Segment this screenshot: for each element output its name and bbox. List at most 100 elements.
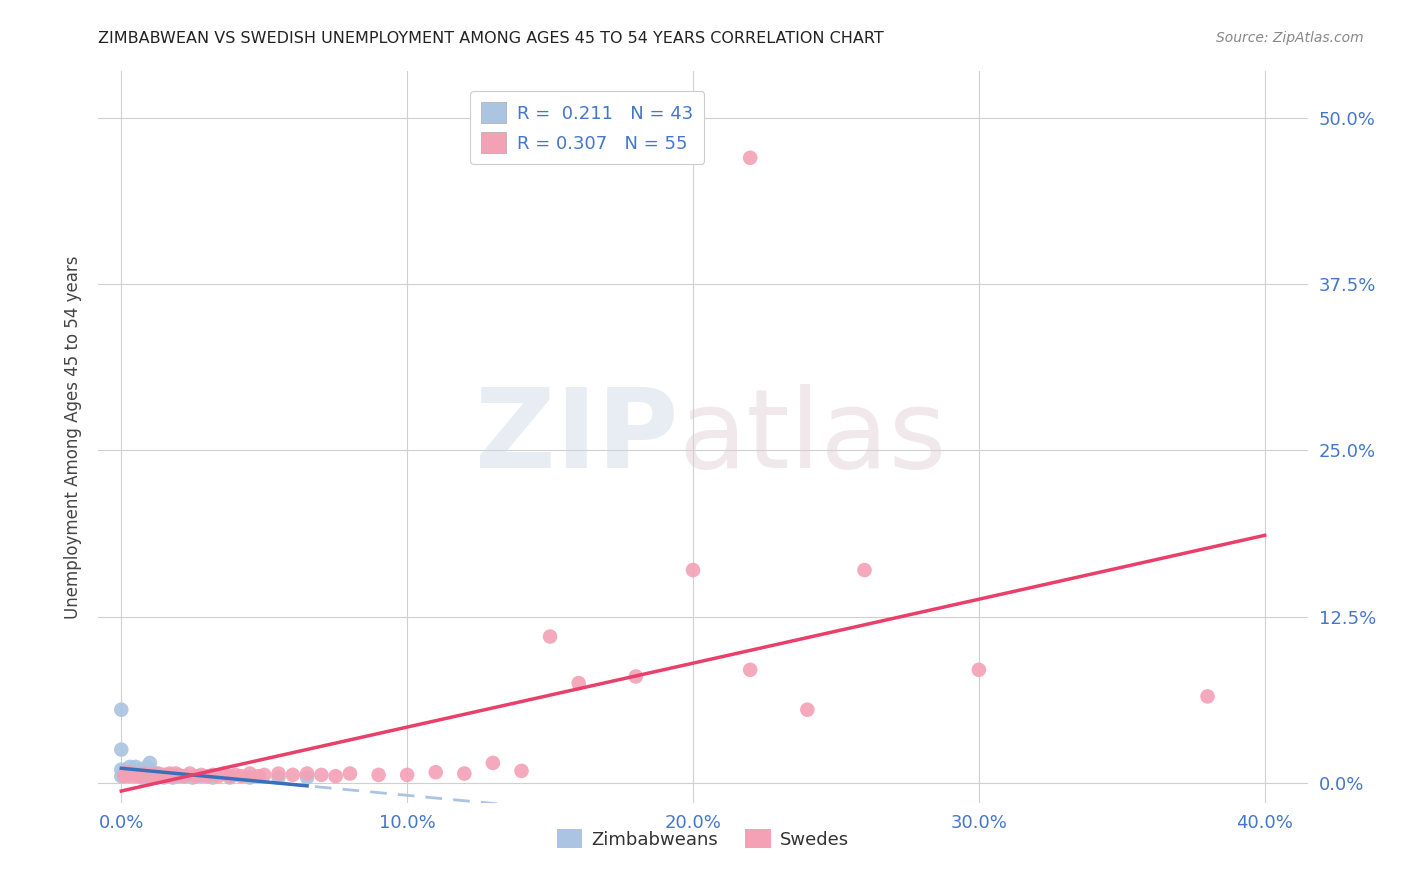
- Point: [425, 765, 447, 780]
- Point: [129, 771, 152, 785]
- Point: [181, 771, 204, 785]
- Point: [367, 768, 389, 782]
- Point: [325, 769, 347, 783]
- Text: atlas: atlas: [679, 384, 948, 491]
- Point: [139, 768, 162, 782]
- Point: [124, 769, 146, 783]
- Point: [740, 151, 762, 165]
- Point: [134, 769, 156, 783]
- Point: [159, 766, 181, 780]
- Legend: Zimbabweans, Swedes: Zimbabweans, Swedes: [550, 822, 856, 856]
- Point: [142, 769, 165, 783]
- Point: [139, 765, 162, 780]
- Point: [121, 766, 143, 780]
- Point: [136, 760, 159, 774]
- Point: [129, 763, 152, 777]
- Point: [682, 563, 704, 577]
- Point: [225, 768, 247, 782]
- Point: [136, 768, 159, 782]
- Point: [115, 765, 138, 780]
- Point: [112, 769, 135, 783]
- Point: [159, 769, 181, 783]
- Point: [538, 630, 561, 644]
- Point: [253, 768, 276, 782]
- Text: Source: ZipAtlas.com: Source: ZipAtlas.com: [1216, 31, 1364, 45]
- Point: [142, 768, 165, 782]
- Point: [153, 771, 176, 785]
- Point: [201, 768, 224, 782]
- Point: [1197, 690, 1219, 704]
- Text: ZIMBABWEAN VS SWEDISH UNEMPLOYMENT AMONG AGES 45 TO 54 YEARS CORRELATION CHART: ZIMBABWEAN VS SWEDISH UNEMPLOYMENT AMONG…: [98, 31, 884, 46]
- Point: [124, 760, 146, 774]
- Point: [162, 769, 184, 783]
- Point: [136, 768, 159, 782]
- Point: [118, 769, 141, 783]
- Point: [482, 756, 505, 770]
- Point: [139, 769, 162, 783]
- Point: [281, 768, 304, 782]
- Point: [145, 771, 167, 785]
- Point: [184, 769, 207, 783]
- Point: [295, 766, 318, 780]
- Point: [110, 703, 132, 717]
- Point: [153, 768, 176, 782]
- Point: [173, 769, 195, 783]
- Point: [124, 766, 146, 780]
- Point: [139, 771, 162, 785]
- Point: [231, 769, 253, 783]
- Point: [134, 766, 156, 780]
- Point: [150, 769, 173, 783]
- Point: [396, 768, 419, 782]
- Point: [173, 769, 195, 783]
- Point: [136, 765, 159, 780]
- Point: [156, 769, 179, 783]
- Point: [139, 763, 162, 777]
- Point: [796, 703, 818, 717]
- Point: [967, 663, 990, 677]
- Point: [219, 771, 242, 785]
- Point: [110, 769, 132, 783]
- Point: [239, 766, 262, 780]
- Point: [145, 769, 167, 783]
- Point: [207, 769, 229, 783]
- Point: [150, 769, 173, 783]
- Point: [162, 771, 184, 785]
- Point: [453, 766, 475, 780]
- Point: [145, 766, 167, 780]
- Point: [167, 769, 190, 783]
- Point: [853, 563, 876, 577]
- Point: [190, 768, 212, 782]
- Point: [127, 768, 149, 782]
- Point: [136, 771, 159, 785]
- Point: [156, 768, 179, 782]
- Text: ZIP: ZIP: [475, 384, 679, 491]
- Point: [118, 760, 141, 774]
- Point: [219, 769, 242, 783]
- Point: [267, 766, 290, 780]
- Point: [121, 765, 143, 780]
- Point: [115, 765, 138, 780]
- Y-axis label: Unemployment Among Ages 45 to 54 years: Unemployment Among Ages 45 to 54 years: [65, 255, 83, 619]
- Point: [165, 768, 187, 782]
- Point: [740, 663, 762, 677]
- Point: [127, 768, 149, 782]
- Point: [129, 766, 152, 780]
- Point: [148, 769, 170, 783]
- Point: [212, 766, 235, 780]
- Point: [295, 771, 318, 785]
- Point: [510, 764, 533, 778]
- Point: [110, 742, 132, 756]
- Point: [148, 766, 170, 780]
- Point: [110, 763, 132, 777]
- Point: [247, 769, 270, 783]
- Point: [139, 756, 162, 770]
- Point: [179, 766, 201, 780]
- Point: [129, 769, 152, 783]
- Point: [311, 768, 333, 782]
- Point: [201, 771, 224, 785]
- Point: [267, 771, 290, 785]
- Point: [339, 766, 361, 780]
- Point: [134, 765, 156, 780]
- Point: [165, 766, 187, 780]
- Point: [195, 769, 218, 783]
